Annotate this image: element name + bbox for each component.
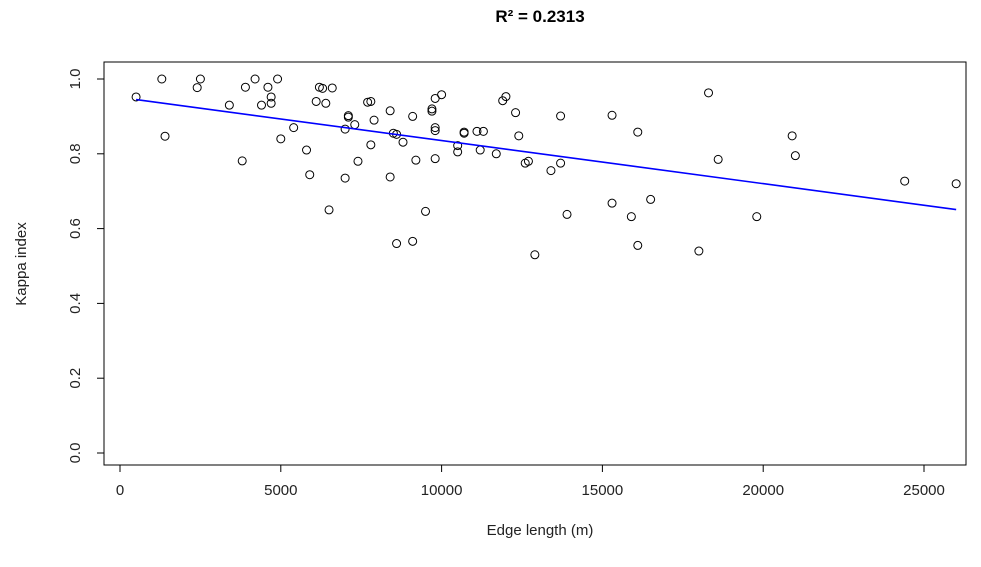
data-point — [398, 137, 408, 147]
data-point — [224, 100, 234, 110]
data-point — [273, 74, 283, 84]
x-axis: 0 5000 10000 15000 20000 25000 — [116, 464, 945, 499]
data-point — [704, 88, 714, 98]
data-point — [530, 250, 540, 260]
data-point — [276, 134, 286, 144]
data-point — [353, 156, 363, 166]
data-point — [900, 176, 910, 186]
data-point — [318, 83, 328, 93]
data-point — [257, 100, 267, 110]
data-point — [250, 74, 260, 84]
y-axis: 0.0 0.2 0.4 0.6 0.8 1.0 — [67, 69, 105, 464]
x-axis-label: Edge length (m) — [487, 522, 594, 539]
data-point — [408, 236, 418, 246]
data-point — [363, 97, 373, 107]
data-point — [263, 82, 273, 92]
plot-frame — [103, 61, 967, 466]
data-point — [340, 173, 350, 183]
data-point — [694, 246, 704, 256]
data-point — [633, 127, 643, 137]
data-point — [321, 98, 331, 108]
data-point — [427, 106, 437, 116]
data-point — [491, 149, 501, 159]
regression-line — [135, 98, 957, 211]
y-tick-label: 0.6 — [67, 218, 84, 239]
x-tick-label: 20000 — [742, 482, 784, 499]
data-point — [430, 126, 440, 136]
y-tick-label: 0.8 — [67, 143, 84, 164]
data-point — [790, 151, 800, 161]
data-point — [408, 111, 418, 121]
data-point — [626, 212, 636, 222]
y-tick-label: 0.2 — [67, 368, 84, 389]
data-point — [192, 83, 202, 93]
chart-title: R² = 0.2313 — [495, 7, 584, 26]
data-point — [366, 96, 376, 106]
y-tick-label: 1.0 — [67, 69, 84, 90]
data-point — [478, 126, 488, 136]
data-point — [240, 82, 250, 92]
data-point — [392, 239, 402, 249]
data-point — [472, 126, 482, 136]
data-point — [289, 123, 299, 133]
data-point — [514, 131, 524, 141]
y-axis-label: Kappa index — [13, 222, 30, 306]
data-point — [157, 74, 167, 84]
data-point — [305, 170, 315, 180]
data-point — [366, 140, 376, 150]
data-point — [430, 154, 440, 164]
data-point — [324, 205, 334, 215]
data-point — [195, 74, 205, 84]
data-point — [437, 90, 447, 100]
x-tick-label: 5000 — [264, 482, 297, 499]
data-point — [951, 179, 961, 189]
data-point — [160, 131, 170, 141]
y-tick-label: 0.4 — [67, 293, 84, 314]
x-tick-label: 10000 — [421, 482, 463, 499]
data-point — [266, 92, 276, 102]
data-point — [633, 240, 643, 250]
data-point — [369, 115, 379, 125]
data-points — [131, 74, 961, 260]
data-point — [302, 145, 312, 155]
data-point — [266, 98, 276, 108]
data-point — [562, 209, 572, 219]
data-point — [787, 131, 797, 141]
data-point — [343, 111, 353, 121]
data-point — [523, 156, 533, 166]
data-point — [411, 155, 421, 165]
data-point — [427, 104, 437, 114]
data-point — [350, 120, 360, 130]
y-tick-label: 0.0 — [67, 443, 84, 464]
data-point — [511, 108, 521, 118]
x-tick-label: 25000 — [903, 482, 945, 499]
x-tick-label: 15000 — [582, 482, 624, 499]
data-point — [340, 124, 350, 134]
data-point — [131, 92, 141, 102]
data-point — [475, 145, 485, 155]
data-point — [607, 198, 617, 208]
data-point — [453, 141, 463, 151]
data-point — [607, 110, 617, 120]
data-point — [453, 147, 463, 157]
data-point — [421, 206, 431, 216]
data-point — [459, 128, 469, 138]
data-point — [237, 156, 247, 166]
data-point — [556, 111, 566, 121]
data-point — [385, 172, 395, 182]
data-point — [752, 212, 762, 222]
regression-line-layer — [135, 98, 957, 211]
data-point — [327, 83, 337, 93]
data-point — [713, 154, 723, 164]
data-point — [501, 92, 511, 102]
data-point — [385, 106, 395, 116]
data-point — [546, 166, 556, 176]
x-tick-label: 0 — [116, 482, 124, 499]
data-point — [311, 96, 321, 106]
data-point — [646, 194, 656, 204]
data-point — [556, 158, 566, 168]
data-point — [430, 123, 440, 133]
